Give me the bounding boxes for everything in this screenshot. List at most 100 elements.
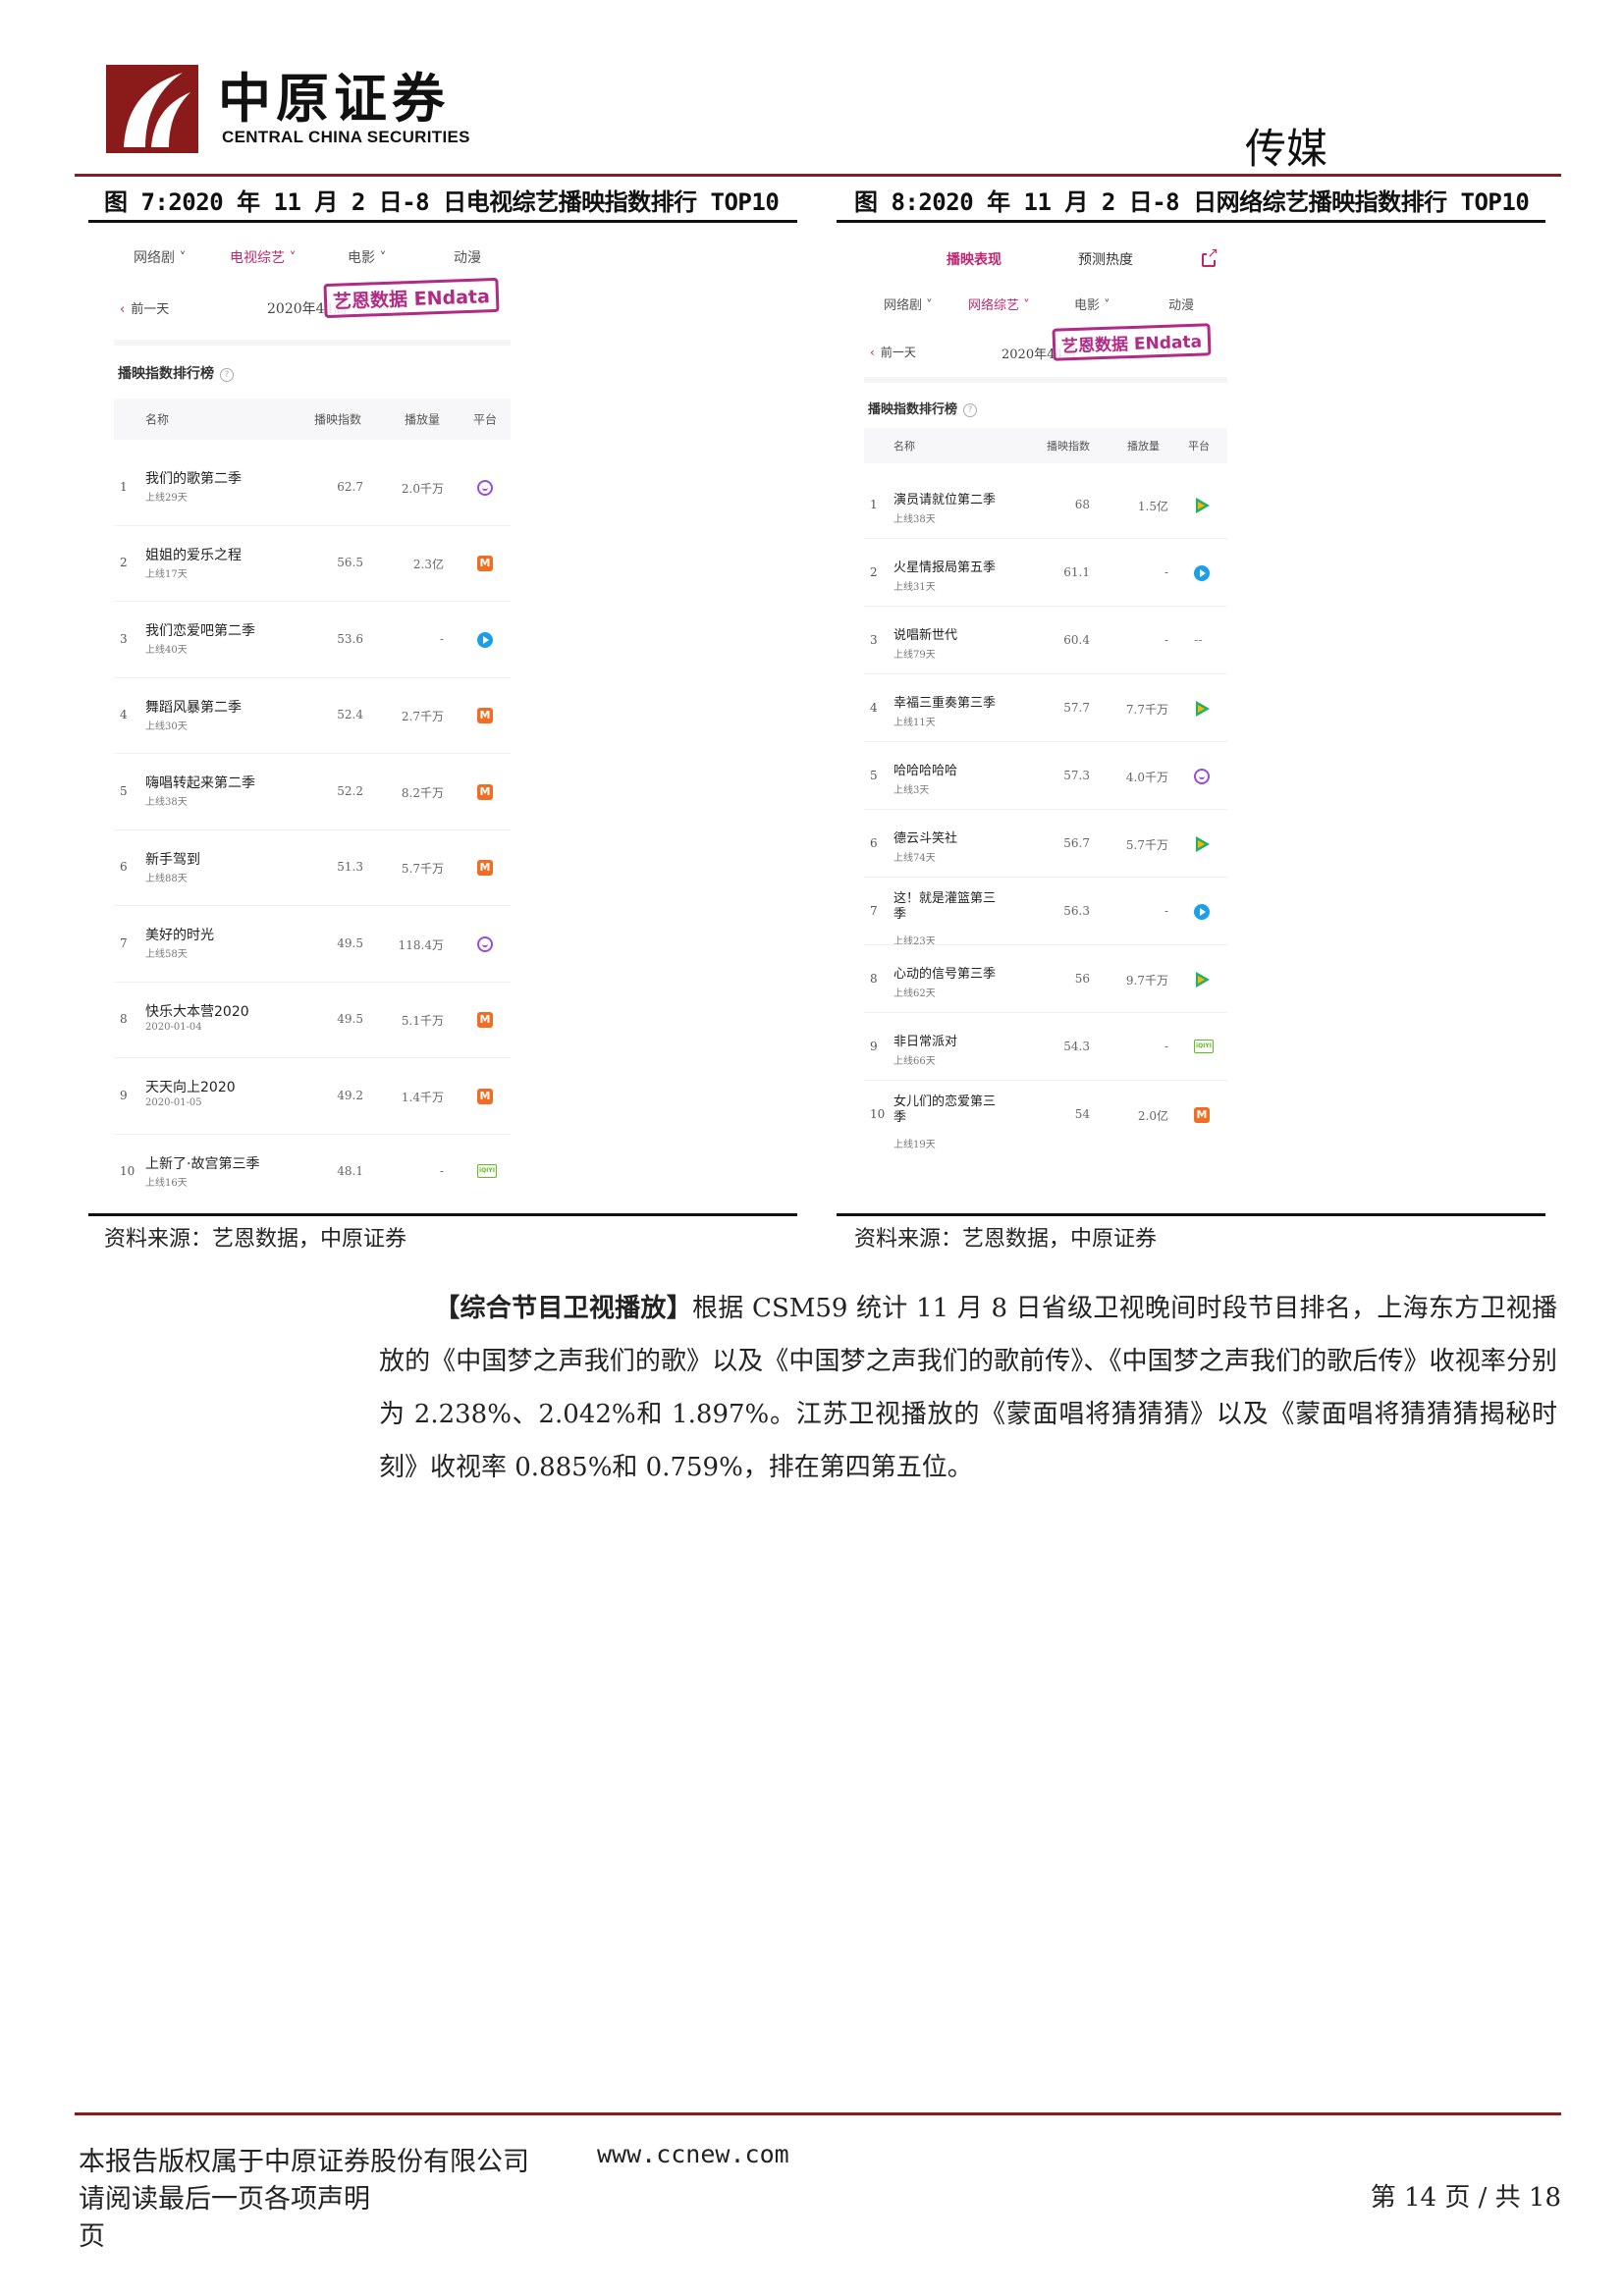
chevron-left-icon: ‹: [120, 302, 126, 317]
tab-playback-performance[interactable]: 播映表现: [947, 252, 1001, 268]
program-online-days: 上线38天: [893, 514, 936, 525]
row-divider: [864, 944, 1227, 945]
play-count: 2.3亿: [412, 558, 444, 572]
platform-cell: [477, 479, 493, 496]
tab-forecast-heat[interactable]: 预测热度: [1078, 252, 1133, 268]
tab-web-drama[interactable]: 网络剧 ˅: [134, 250, 187, 266]
tab-tv-variety[interactable]: 电视综艺 ˅: [230, 250, 297, 266]
play-count: 8.2千万: [401, 785, 444, 800]
company-logo-mark: [106, 65, 198, 153]
program-online-days: 上线62天: [893, 988, 936, 999]
footer-divider: [75, 2112, 1561, 2115]
broadcast-index: 53.6: [337, 631, 363, 646]
table-row[interactable]: 1 演员请就位第二季 上线38天 68 1.5亿: [864, 471, 1227, 539]
broadcast-index: 49.5: [337, 935, 363, 950]
program-online-days: 上线66天: [893, 1056, 936, 1067]
col-name: 名称: [893, 440, 915, 453]
play-count: 118.4万: [398, 937, 444, 952]
program-online-days: 2020-01-04: [145, 1021, 202, 1033]
program-name: 舞蹈风暴第二季: [145, 699, 242, 716]
prev-day-button[interactable]: ‹ 前一天: [120, 302, 170, 317]
rank-list-title: 播映指数排行榜?: [868, 399, 978, 417]
platform-cell: [1194, 835, 1210, 852]
youku-icon: [1194, 768, 1210, 784]
program-online-days: 上线30天: [145, 721, 188, 732]
program-online-days: 上线40天: [145, 645, 188, 656]
table-row[interactable]: 10 上新了·故宫第三季 上线16天 48.1 -: [114, 1135, 511, 1211]
platform-cell: [477, 631, 493, 648]
table-row[interactable]: 4 幸福三重奏第三季 上线11天 57.7 7.7千万: [864, 674, 1227, 742]
table-row[interactable]: 6 德云斗笑社 上线74天 56.7 5.7千万: [864, 810, 1227, 878]
tencent-video-icon: [1194, 497, 1210, 513]
rank-number: 5: [120, 783, 128, 798]
program-name: 快乐大本营2020: [145, 1003, 249, 1020]
help-icon[interactable]: ?: [220, 368, 234, 382]
table-row[interactable]: 2 姐姐的爱乐之程 上线17天 56.5 2.3亿: [114, 526, 511, 603]
platform-cell: [477, 1164, 497, 1179]
tab-anime[interactable]: 动漫: [454, 250, 481, 266]
table-row[interactable]: 5 嗨唱转起来第二季 上线38天 52.2 8.2千万: [114, 754, 511, 830]
col-name: 名称: [145, 412, 170, 427]
table-row[interactable]: 6 新手驾到 上线88天 51.3 5.7千万: [114, 830, 511, 907]
play-count: -: [1164, 564, 1168, 579]
footer-website[interactable]: www.ccnew.com: [597, 2140, 789, 2168]
table-row[interactable]: 8 心动的信号第三季 上线62天 56 9.7千万: [864, 945, 1227, 1013]
table-row[interactable]: 5 哈哈哈哈哈 上线3天 57.3 4.0千万: [864, 742, 1227, 810]
table-row[interactable]: 8 快乐大本营2020 2020-01-04 49.5 5.1千万: [114, 983, 511, 1059]
table-row[interactable]: 4 舞蹈风暴第二季 上线30天 52.4 2.7千万: [114, 678, 511, 755]
paragraph-text: 根据 CSM59 统计 11 月 8 日省级卫视晚间时段节目排名，上海东方卫视播…: [379, 1294, 1557, 1482]
program-online-days: 上线23天: [893, 936, 936, 947]
rank-list-title: 播映指数排行榜?: [118, 363, 234, 383]
row-divider: [864, 1012, 1227, 1013]
youqu-icon: [477, 631, 493, 648]
tab-web-drama[interactable]: 网络剧 ˅: [884, 298, 933, 313]
row-divider: [864, 877, 1227, 878]
program-name: 我们的歌第二季: [145, 471, 242, 487]
prev-day-button[interactable]: ‹ 前一天: [870, 346, 916, 359]
table-row[interactable]: 3 我们恋爱吧第二季 上线40天 53.6 -: [114, 602, 511, 678]
figure-8-source: 资料来源：艺恩数据，中原证券: [854, 1227, 1158, 1252]
rank-number: 7: [870, 903, 878, 918]
platform-cell: [1194, 768, 1210, 784]
play-count: -: [439, 631, 444, 646]
play-count: 5.7千万: [401, 862, 444, 877]
table-row[interactable]: 9 天天向上2020 2020-01-05 49.2 1.4千万: [114, 1058, 511, 1135]
mgtv-icon: [477, 860, 493, 877]
broadcast-index: 57.3: [1063, 768, 1090, 782]
rank-number: 1: [870, 497, 878, 511]
figure-7-bottom-rule: [88, 1213, 797, 1216]
tab-movie[interactable]: 电影 ˅: [1074, 298, 1110, 313]
program-name: 上新了·故宫第三季: [145, 1155, 260, 1172]
row-divider: [114, 1057, 511, 1058]
table-row[interactable]: 1 我们的歌第二季 上线29天 62.7 2.0千万: [114, 450, 511, 526]
iqiyi-icon: [477, 1164, 497, 1179]
mgtv-icon: [477, 1012, 493, 1029]
table-row[interactable]: 7 这！就是灌篮第三 季上线23天 56.3 -: [864, 878, 1227, 947]
report-section-title: 传媒: [1244, 125, 1327, 173]
platform-cell: [477, 708, 493, 724]
table-row[interactable]: 2 火星情报局第五季 上线31天 61.1 -: [864, 539, 1227, 607]
program-name: 美好的时光: [145, 928, 214, 943]
tab-anime[interactable]: 动漫: [1168, 298, 1195, 313]
table-row[interactable]: 9 非日常派对 上线66天 54.3 -: [864, 1013, 1227, 1081]
table-row[interactable]: 10 女儿们的恋爱第三 季上线19天 54 2.0亿: [864, 1081, 1227, 1150]
program-online-days: 上线58天: [145, 949, 188, 960]
tab-movie[interactable]: 电影 ˅: [348, 250, 387, 266]
program-online-days: 上线16天: [145, 1177, 188, 1189]
play-count: 2.0千万: [401, 481, 444, 496]
figure-8-screenshot: 播映表现 预测热度 网络剧 ˅ 网络综艺 ˅ 电影 ˅ 动漫 ‹前一天 2020…: [864, 236, 1227, 1203]
tab-web-variety[interactable]: 网络综艺 ˅: [968, 298, 1030, 313]
help-icon[interactable]: ?: [963, 403, 978, 417]
program-name: 演员请就位第二季: [893, 493, 997, 507]
mgtv-icon: [477, 556, 493, 572]
table-row[interactable]: 7 美好的时光上线58天 49.5 118.4万: [114, 906, 511, 983]
youqu-icon: [1194, 903, 1210, 920]
program-name: 女儿们的恋爱第三 季: [893, 1095, 997, 1126]
endata-watermark: 艺恩数据 ENdata: [1052, 323, 1212, 361]
mgtv-icon: [477, 783, 493, 800]
table-row[interactable]: 3 说唱新世代 上线79天 60.4- --: [864, 607, 1227, 674]
table-header: 名称 播映指数 播放量 平台: [864, 428, 1227, 463]
rank-number: 7: [120, 935, 128, 950]
external-link-icon[interactable]: [1202, 246, 1219, 267]
program-name: 心动的信号第三季: [893, 967, 997, 982]
